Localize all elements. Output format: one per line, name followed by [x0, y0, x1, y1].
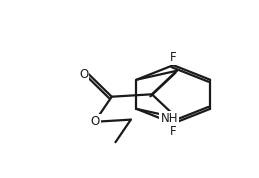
Text: NH: NH — [160, 112, 178, 125]
Text: F: F — [170, 125, 177, 138]
Text: O: O — [91, 115, 100, 128]
Text: F: F — [170, 51, 177, 64]
Text: O: O — [79, 67, 89, 80]
